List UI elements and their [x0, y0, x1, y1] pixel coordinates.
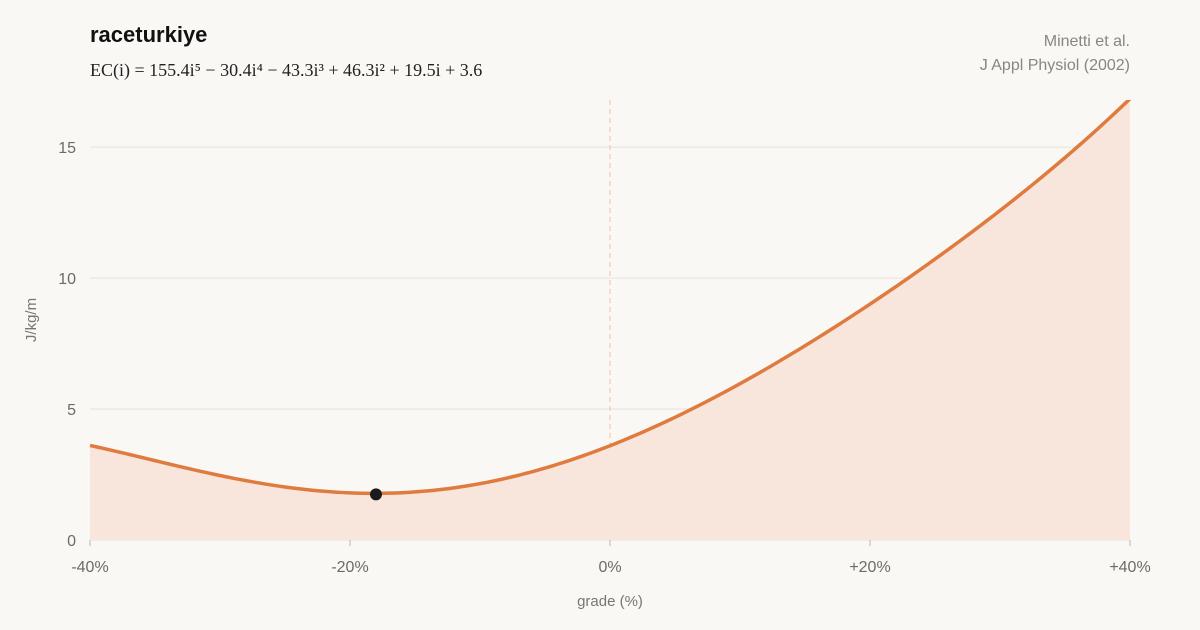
- y-axis-label: J/kg/m: [23, 298, 40, 342]
- x-tick-label: +20%: [849, 559, 890, 576]
- chart-title: raceturkiye: [90, 22, 208, 47]
- formula-text: EC(i) = 155.4i⁵ − 30.4i⁴ − 43.3i³ + 46.3…: [90, 60, 483, 80]
- x-tick-label: +40%: [1109, 559, 1150, 576]
- minimum-cost-marker[interactable]: [370, 488, 382, 501]
- x-axis-label: grade (%): [577, 593, 643, 610]
- citation-journal: J Appl Physiol (2002): [979, 57, 1130, 74]
- y-tick-label: 15: [58, 140, 76, 157]
- x-tick-label: -40%: [71, 559, 108, 576]
- cost-curve-line: [89, 100, 1132, 496]
- x-tick-label: -20%: [331, 559, 368, 576]
- cost-area-fill: [90, 100, 1130, 540]
- y-tick-label: 10: [58, 271, 76, 288]
- y-axis-ticks: 0 5 10 15: [58, 140, 76, 550]
- y-tick-label: 5: [67, 402, 76, 419]
- y-tick-label: 0: [67, 533, 76, 550]
- x-tick-label: 0%: [598, 559, 621, 576]
- citation-authors: Minetti et al.: [1043, 33, 1130, 50]
- x-axis-ticks: -40% -20% 0% +20% +40%: [71, 540, 1151, 576]
- citation: Minetti et al. J Appl Physiol (2002): [980, 30, 1130, 78]
